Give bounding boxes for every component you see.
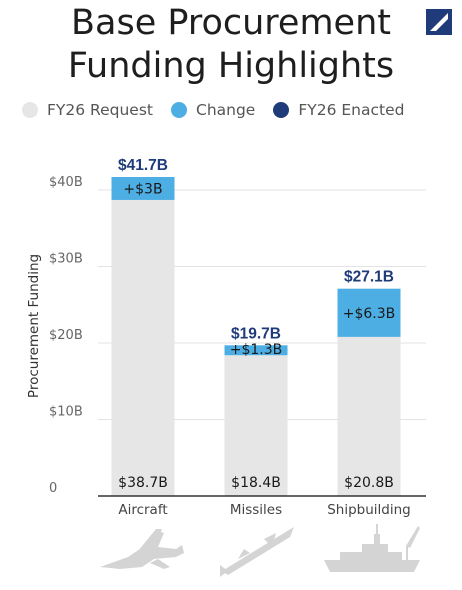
legend-label-request: FY26 Request bbox=[47, 101, 153, 119]
bar-change-missiles bbox=[224, 345, 288, 356]
category-label-shipbuilding: Shipbuilding bbox=[327, 502, 411, 518]
legend-swatch-change bbox=[171, 102, 187, 118]
category-label-aircraft: Aircraft bbox=[118, 502, 167, 518]
bar-request-aircraft bbox=[111, 199, 175, 496]
legend-label-change: Change bbox=[196, 101, 256, 119]
base-label-shipbuilding: $20.8B bbox=[344, 475, 394, 491]
change-label-aircraft: +$3B bbox=[123, 181, 162, 197]
category-label-missiles: Missiles bbox=[230, 502, 282, 518]
warship-icon bbox=[324, 524, 420, 572]
y-axis-label: Procurement Funding bbox=[26, 254, 42, 398]
bar-request-missiles bbox=[224, 355, 288, 496]
chart-title-line-1: Base Procurement bbox=[71, 3, 391, 43]
bar-change-aircraft bbox=[111, 176, 175, 200]
legend-item-request: FY26 Request bbox=[22, 101, 153, 119]
base-label-aircraft: $38.7B bbox=[118, 475, 168, 491]
legend-label-enacted: FY26 Enacted bbox=[298, 101, 405, 119]
fighter-jet-icon bbox=[100, 529, 184, 569]
legend-swatch-request bbox=[22, 102, 38, 118]
y-tick-label: 0 bbox=[49, 481, 57, 496]
y-tick-label: $40B bbox=[49, 175, 83, 190]
y-tick-label: $20B bbox=[49, 328, 83, 343]
change-label-missiles: +$1.3B bbox=[230, 342, 283, 358]
bar-request-shipbuilding bbox=[337, 336, 401, 496]
missile-icon bbox=[220, 527, 294, 577]
total-label-missiles: $19.7B bbox=[231, 325, 281, 342]
category-labels: Aircraft Missiles Shipbuilding bbox=[118, 502, 410, 518]
logo-icon bbox=[426, 9, 452, 35]
chart-title: Base Procurement Funding Highlights bbox=[0, 2, 462, 88]
legend-item-change: Change bbox=[171, 101, 255, 119]
bars: $41.7B +$3B $38.7B $19.7B+$1.3B $18.4B $27.1B… bbox=[111, 157, 401, 496]
base-label-missiles: $18.4B bbox=[231, 475, 281, 491]
legend-item-enacted: FY26 Enacted bbox=[273, 101, 404, 119]
total-label-shipbuilding: $27.1B bbox=[344, 269, 394, 286]
change-label-shipbuilding: +$6.3B bbox=[343, 306, 396, 322]
chart-title-line-2: Funding Highlights bbox=[67, 46, 395, 86]
y-tick-label: $10B bbox=[49, 405, 83, 420]
legend-swatch-enacted bbox=[273, 102, 290, 118]
chart-legend: FY26 Request Change FY26 Enacted bbox=[22, 99, 422, 121]
total-label-aircraft: $41.7B bbox=[118, 157, 168, 174]
y-axis-ticks: 0 $10B $20B $30B $40B bbox=[49, 175, 83, 496]
bar-change-shipbuilding bbox=[337, 288, 401, 337]
y-tick-label: $30B bbox=[49, 252, 83, 267]
